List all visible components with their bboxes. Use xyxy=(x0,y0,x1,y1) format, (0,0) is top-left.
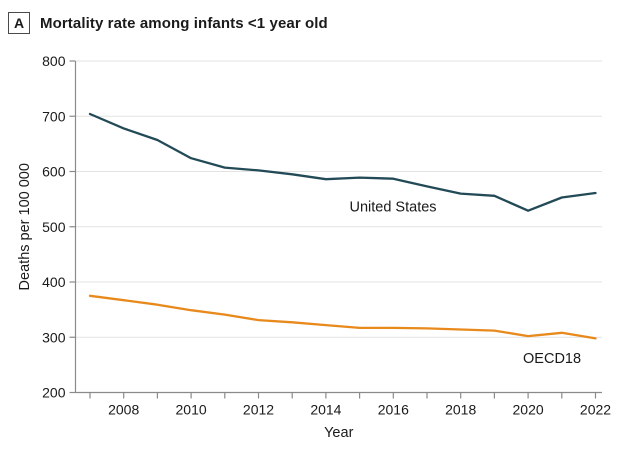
x-tick-label-2020: 2020 xyxy=(513,402,544,418)
x-tick-label-2018: 2018 xyxy=(445,402,476,418)
panel-header: A Mortality rate among infants <1 year o… xyxy=(8,12,328,34)
x-tick-label-2010: 2010 xyxy=(176,402,207,418)
figure-title: Mortality rate among infants <1 year old xyxy=(40,14,328,32)
y-gridlines xyxy=(76,60,602,338)
y-tick-label-300: 300 xyxy=(42,329,66,345)
y-tick-label-800: 800 xyxy=(42,53,66,69)
y-tick-label-500: 500 xyxy=(42,219,66,235)
panel-letter: A xyxy=(13,15,25,31)
axes xyxy=(69,60,602,399)
series-line-oecd18 xyxy=(88,294,597,340)
y-tick-label-400: 400 xyxy=(42,274,66,290)
x-tick-label-2014: 2014 xyxy=(310,402,341,418)
x-tick-label-2012: 2012 xyxy=(243,402,274,418)
series-line-united-states xyxy=(88,112,597,212)
y-axis-title: Deaths per 100 000 xyxy=(17,163,33,290)
x-tick-label-2022: 2022 xyxy=(580,402,611,418)
x-tick-label-2008: 2008 xyxy=(108,402,139,418)
x-tick-label-2016: 2016 xyxy=(378,402,409,418)
y-tick-label-700: 700 xyxy=(42,108,66,124)
panel-letter-badge: A xyxy=(8,12,30,34)
y-tick-label-200: 200 xyxy=(42,385,66,401)
y-tick-label-600: 600 xyxy=(42,164,66,180)
series-label-united-states: United States xyxy=(349,199,436,215)
series-label-oecd18: OECD18 xyxy=(523,351,581,367)
x-axis-title: Year xyxy=(324,425,353,441)
